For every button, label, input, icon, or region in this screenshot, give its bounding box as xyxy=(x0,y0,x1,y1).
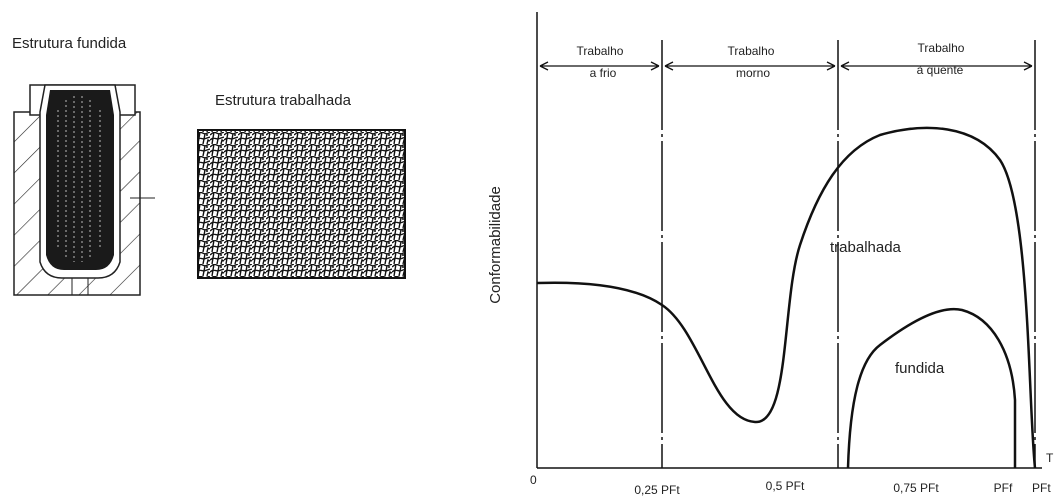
curve-label: fundida xyxy=(895,360,945,377)
microstructure xyxy=(197,129,406,279)
region-arrows xyxy=(539,61,1033,71)
wrought-curve xyxy=(536,126,1037,469)
region-label: Trabalho xyxy=(918,41,965,55)
x-axis-label: T xyxy=(1046,451,1054,465)
cast-title: Estrutura fundida xyxy=(12,35,127,52)
curve-label: trabalhada xyxy=(830,239,902,256)
cast-curve xyxy=(846,307,1017,469)
x-label: 0,75 PFt xyxy=(893,481,939,495)
x-label: PFt xyxy=(1032,481,1051,495)
dendrites xyxy=(57,96,101,262)
wrought-title: Estrutura trabalhada xyxy=(215,92,352,109)
region-label: a frio xyxy=(590,66,617,80)
x-label: 0,25 PFt xyxy=(634,483,680,497)
region-label: morno xyxy=(736,66,770,80)
region-label: à quente xyxy=(917,63,964,77)
x-label: 0 xyxy=(530,473,537,487)
ingot xyxy=(46,90,114,270)
y-axis-label: Conformabilidade xyxy=(487,186,504,304)
region-label: Trabalho xyxy=(728,44,775,58)
x-label: PFf xyxy=(994,481,1013,495)
x-label: 0,5 PFt xyxy=(766,479,805,493)
region-label: Trabalho xyxy=(577,44,624,58)
